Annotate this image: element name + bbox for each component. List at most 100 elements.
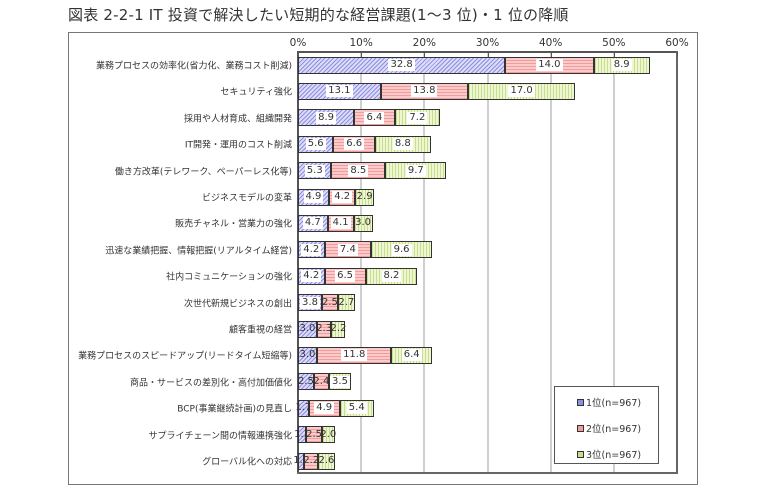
- category-label: 社内コミュニケーションの強化: [166, 272, 292, 283]
- bar-segment-rank3: 3.0: [353, 214, 373, 232]
- data-label: 2.4: [313, 375, 330, 387]
- data-label: 2.2: [303, 455, 320, 466]
- bar-segment-rank3: 17.0: [467, 82, 576, 100]
- data-label: 6.5: [335, 270, 355, 283]
- category-label: セキュリティ強化: [220, 87, 292, 98]
- bar-segment-rank1: 2.5: [297, 373, 314, 391]
- bar-segment-rank1: 32.8: [298, 56, 506, 74]
- bar-segment-rank3: 2.6: [318, 452, 335, 470]
- category-label: BCP(事業継続計画)の見直し: [177, 404, 292, 415]
- data-label: 8.9: [316, 111, 337, 124]
- data-label: 3.0: [299, 323, 316, 334]
- bar-segment-rank1: 13.1: [298, 82, 381, 100]
- bar-segment-rank3: 3.5: [328, 373, 352, 391]
- bar-segment-rank2: 6.5: [324, 267, 366, 285]
- data-label: 8.2: [381, 270, 402, 283]
- data-label: 1.7: [295, 402, 312, 414]
- bar-segment-rank3: 8.2: [365, 267, 418, 285]
- bar-segment-rank1: 1.3: [294, 426, 310, 444]
- bar-segment-rank3: 2.7: [337, 294, 355, 312]
- gridline: [549, 53, 552, 472]
- bar-segment-rank2: 2.3: [316, 320, 332, 338]
- bar-segment-rank3: 9.7: [385, 162, 447, 180]
- tick-mark: [298, 52, 299, 57]
- tick-mark: [613, 52, 615, 57]
- bar-segment-rank3: 7.2: [394, 109, 441, 127]
- category-label: 商品・サービスの差別化・高付加価値化: [129, 378, 292, 389]
- bar-segment-rank2: 13.8: [380, 82, 468, 100]
- bar-segment-rank2: 2.5: [306, 426, 322, 444]
- data-label: 8.9: [611, 59, 632, 71]
- data-label: 4.2: [301, 243, 322, 256]
- tick-mark: [361, 52, 363, 57]
- gridline: [360, 53, 363, 472]
- data-label: 2.0: [320, 428, 337, 440]
- data-label: 5.3: [304, 164, 325, 177]
- chart-frame: [68, 32, 698, 485]
- data-label: 6.4: [364, 111, 385, 124]
- bar-segment-rank3: 8.8: [375, 135, 431, 153]
- data-label: 2.7: [338, 296, 355, 308]
- tick-label: 30%: [475, 37, 500, 49]
- tick-label: 50%: [602, 37, 626, 49]
- tick-label: 60%: [665, 37, 689, 49]
- data-label: 5.4: [346, 402, 367, 415]
- category-label: 採用や人材育成、組織開発: [183, 114, 292, 125]
- data-label: 4.9: [303, 191, 324, 203]
- bar-segment-rank1: 4.2: [298, 267, 325, 285]
- tick-mark: [424, 52, 426, 57]
- data-label: 2.6: [318, 455, 335, 466]
- gridline: [612, 53, 615, 472]
- data-label: 7.2: [407, 111, 428, 124]
- bar-segment-rank1: 3.0: [298, 346, 317, 364]
- bar-segment-rank2: 11.8: [316, 346, 392, 364]
- data-label: 1.3: [294, 428, 311, 440]
- data-label: 9.6: [391, 243, 412, 256]
- bar-segment-rank1: 3.8: [298, 294, 322, 312]
- tick-label: 0%: [289, 37, 307, 49]
- legend-item-rank2: 2位(n=967): [577, 421, 641, 435]
- rank2-swatch-icon: [577, 424, 584, 432]
- bar-segment-rank2: 7.4: [324, 241, 372, 259]
- tick-mark: [487, 52, 489, 57]
- data-label: 1.0: [293, 455, 310, 466]
- tick-mark: [677, 52, 678, 57]
- bar-segment-rank1: 1.7: [295, 399, 312, 417]
- bar-segment-rank2: 6.6: [333, 135, 376, 153]
- legend-item-rank3: 3位(n=967): [577, 447, 641, 461]
- data-label: 5.6: [305, 138, 326, 151]
- bar-segment-rank1: 1.0: [293, 452, 309, 470]
- rank3-swatch-icon: [577, 450, 584, 458]
- legend-label: 3位(n=967): [586, 450, 642, 461]
- data-label: 9.7: [405, 164, 426, 177]
- category-label: ビジネスモデルの変革: [201, 193, 292, 204]
- category-label: グローバル化への対応: [202, 457, 292, 468]
- data-label: 4.1: [330, 217, 351, 230]
- data-label: 32.8: [388, 59, 415, 71]
- category-label: 次世代新規ビジネスの創出: [183, 299, 292, 310]
- bar-segment-rank2: 4.1: [327, 214, 354, 232]
- category-label: 働き方改革(テレワーク、ペーパーレス化等): [114, 167, 292, 178]
- bar-segment-rank3: 9.6: [371, 241, 432, 259]
- legend-item-rank1: 1位(n=967): [577, 395, 641, 409]
- bar-segment-rank2: 8.5: [331, 162, 386, 180]
- bar-segment-rank3: 2.2: [330, 320, 347, 338]
- bar-segment-rank1: 5.3: [298, 162, 332, 180]
- data-label: 4.7: [302, 217, 323, 230]
- category-label: 顧客重視の経営: [228, 325, 292, 336]
- category-label: 迅速な業績把握、情報把握(リアルタイム経営): [105, 246, 292, 257]
- data-label: 4.2: [332, 191, 353, 203]
- bar-segment-rank1: 4.9: [298, 188, 329, 206]
- gridline: [423, 53, 426, 472]
- data-label: 13.8: [411, 85, 438, 98]
- data-label: 17.0: [508, 85, 535, 98]
- data-label: 3.5: [330, 375, 350, 388]
- bar-segment-rank3: 2.0: [320, 426, 337, 444]
- data-label: 2.5: [297, 375, 314, 387]
- data-label: 6.4: [401, 349, 422, 362]
- tick-label: 20%: [412, 37, 436, 49]
- data-label: 2.2: [330, 323, 347, 334]
- bar-segment-rank2: 2.2: [303, 452, 320, 470]
- category-label: 業務プロセスの効率化(省力化、業務コスト削減): [95, 61, 292, 72]
- bar-segment-rank1: 3.0: [298, 320, 317, 338]
